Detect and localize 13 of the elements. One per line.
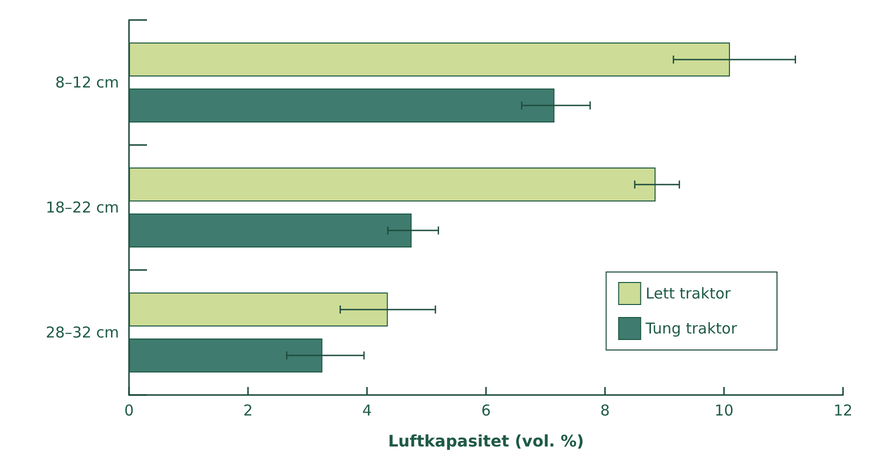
- x-tick-label: 12: [833, 402, 853, 420]
- x-tick-label: 6: [481, 402, 491, 420]
- y-tick-label: 18–22 cm: [46, 198, 119, 216]
- x-tick-label: 2: [243, 402, 253, 420]
- legend-label: Tung traktor: [644, 320, 738, 338]
- x-axis-title: Luftkapasitet (vol. %): [388, 432, 584, 450]
- x-tick-label: 8: [600, 402, 610, 420]
- x-tick-label: 4: [362, 402, 372, 420]
- legend-label: Lett traktor: [646, 284, 732, 302]
- x-tick-label: 10: [714, 402, 734, 420]
- x-tick-label: 0: [124, 402, 134, 420]
- y-tick-label: 28–32 cm: [46, 324, 119, 342]
- y-tick-label: 8–12 cm: [55, 74, 119, 92]
